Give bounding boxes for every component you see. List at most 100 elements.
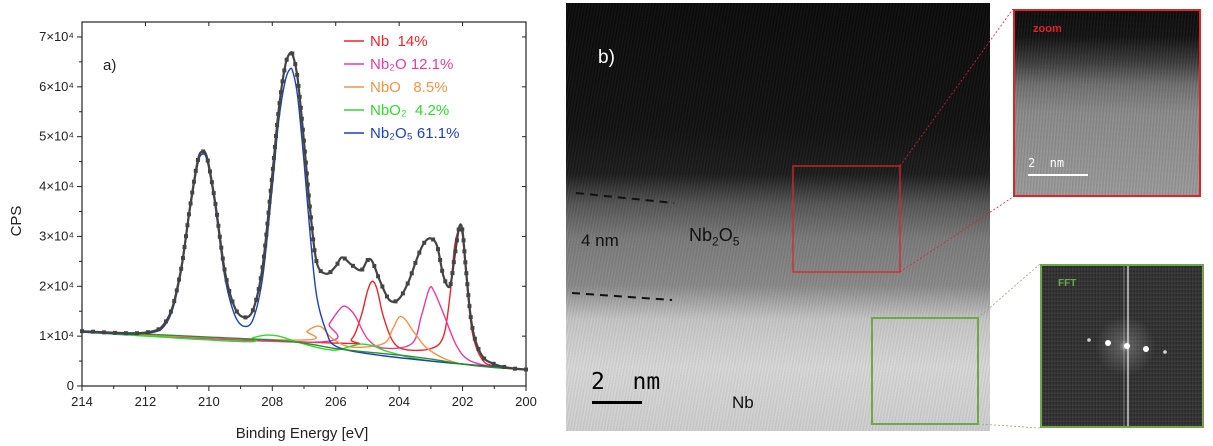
measured-point	[472, 336, 477, 341]
measured-point	[266, 210, 271, 215]
zoom-inset: zoom 2 nm	[1013, 9, 1201, 197]
measured-point	[298, 105, 303, 110]
measured-point	[80, 329, 84, 334]
zoom-scalebar	[1028, 174, 1088, 176]
measured-point	[453, 249, 458, 254]
measured-point	[90, 329, 95, 334]
measured-point	[254, 297, 259, 302]
measured-point	[435, 247, 440, 252]
measured-point	[185, 223, 190, 228]
measured-point	[243, 315, 248, 320]
xps-chart: 214 212 210 208 206 204 202 200 0 1×10⁴ 2×10⁴ 3×10⁴…	[8, 21, 537, 442]
fft-label: FFT	[1058, 278, 1077, 289]
measured-point	[260, 265, 265, 270]
y-axis-title: CPS	[8, 206, 25, 237]
measured-point	[272, 144, 277, 149]
panel-label-b: b)	[598, 47, 615, 68]
tem-annotations	[571, 165, 979, 425]
measured-point	[524, 367, 528, 372]
measured-point	[216, 223, 221, 228]
legend-entry-nb-14: Nb 14%	[370, 33, 428, 50]
x-tick-label: 210	[198, 394, 220, 409]
x-tick-label: 208	[261, 394, 283, 409]
substrate-label: Nb	[732, 393, 754, 412]
measured-point	[400, 291, 405, 296]
measured-point	[268, 188, 273, 193]
fft-inset: FFT	[1040, 264, 1204, 428]
measured-point	[302, 149, 307, 154]
measured-point	[184, 234, 189, 239]
measured-point	[299, 116, 304, 121]
measured-point	[342, 256, 347, 261]
measured-point	[213, 201, 218, 206]
measured-point	[295, 72, 300, 77]
y-tick-label: 0	[67, 378, 74, 393]
x-tick-label: 200	[515, 394, 537, 409]
y-tick-label: 4×10⁴	[39, 179, 74, 194]
legend-entry-nb-o-12-1: Nb₂O 12.1%	[370, 56, 453, 73]
measured-point	[308, 215, 313, 220]
measured-point	[380, 284, 385, 289]
measured-point	[296, 83, 301, 88]
plot-frame	[81, 21, 527, 387]
measured-point	[311, 237, 316, 242]
fft-spot-right	[1143, 346, 1149, 352]
measured-point	[468, 315, 473, 320]
fft-spot-center	[1124, 343, 1130, 349]
measured-point	[156, 327, 161, 332]
measured-point	[264, 232, 269, 237]
fft-spot-left	[1105, 340, 1111, 346]
measured-point	[123, 331, 128, 336]
measured-point	[335, 261, 340, 266]
measured-point	[443, 279, 448, 284]
measured-point	[163, 319, 168, 324]
measured-point	[284, 57, 289, 62]
x-tick-label: 204	[388, 394, 410, 409]
measured-point	[312, 248, 317, 253]
measured-point	[431, 237, 436, 242]
measured-point	[180, 255, 185, 260]
measured-point	[306, 193, 311, 198]
measured-point	[464, 271, 469, 276]
measured-point	[168, 309, 173, 314]
measured-point	[318, 269, 323, 274]
legend-entry-nbo-8-5: NbO 8.5%	[370, 79, 448, 96]
measured-point	[305, 182, 310, 187]
measured-point	[280, 79, 285, 84]
legend-entry-nbo-4-2: NbO₂ 4.2%	[370, 102, 449, 119]
measured-point	[224, 278, 229, 283]
measured-point	[451, 260, 456, 265]
measured-point	[219, 245, 224, 250]
measured-point	[466, 293, 471, 298]
measured-point	[372, 264, 377, 269]
measured-point	[409, 271, 414, 276]
measured-point	[195, 158, 200, 163]
measured-point	[304, 171, 309, 176]
measured-point	[293, 62, 298, 67]
oxide-label-subscript-2: 5	[732, 234, 740, 249]
x-axis-title: Binding Energy [eV]	[236, 425, 369, 442]
legend: Nb 14% Nb₂O 12.1% NbO 8.5% NbO₂ 4.2% Nb₂O₅ 6…	[344, 33, 459, 142]
measured-point	[112, 330, 117, 335]
measured-point	[201, 149, 206, 154]
measured-point	[413, 260, 418, 265]
x-tick-label: 212	[135, 394, 157, 409]
measured-point	[476, 347, 481, 352]
measured-point	[220, 256, 225, 261]
measured-point	[513, 366, 518, 371]
measured-point	[275, 123, 280, 128]
measured-point	[328, 270, 333, 275]
measured-point	[491, 361, 496, 366]
measured-point	[360, 267, 365, 272]
measured-point	[172, 299, 177, 304]
measured-point	[456, 227, 461, 232]
measured-point	[482, 356, 487, 361]
measured-point	[460, 227, 465, 232]
y-tick-label: 5×10⁴	[39, 129, 74, 144]
measured-point	[145, 330, 150, 335]
interface-line-bottom	[571, 292, 673, 301]
measured-point	[234, 309, 239, 314]
measured-point	[448, 281, 453, 286]
thickness-label: 4 nm	[581, 231, 619, 250]
measured-point	[417, 250, 422, 255]
